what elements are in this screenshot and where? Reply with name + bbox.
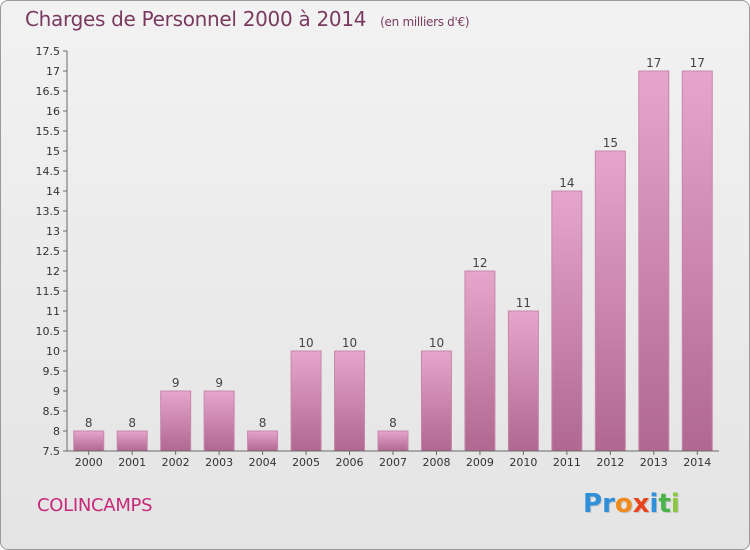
y-axis: 7.5 8 8.5 9 9.5 10 10.5 11 11.5 12 12.5 13 13.5 14 14.… [36,45,68,458]
chart-subtitle: (en milliers d'€) [380,15,470,29]
data-label: 10 [342,336,357,350]
y-tick-label: 7.5 [43,445,61,458]
x-tick-label: 2009 [466,456,494,469]
bar [551,190,583,452]
data-label: 8 [389,416,397,430]
bar [290,350,322,452]
data-label: 10 [298,336,313,350]
bars: 8 8 9 9 8 10 10 8 10 12 11 14 15 17 17 [73,56,713,452]
logo-letter: P [583,489,603,519]
data-label: 8 [85,416,93,430]
y-tick-label: 9.5 [43,365,61,378]
bar [594,150,626,452]
x-tick-label: 2008 [422,456,450,469]
x-tick-label: 2014 [683,456,711,469]
chart-title-text: Charges de Personnel 2000 à 2014 [25,7,367,31]
data-label: 11 [516,296,531,310]
y-tick-label: 17.5 [36,45,61,58]
x-tick-label: 2011 [553,456,581,469]
bar [464,270,496,452]
proxiti-logo[interactable]: Proxiti [583,489,680,519]
bar [203,390,235,452]
x-tick-label: 2004 [249,456,277,469]
y-tick-label: 13.5 [36,205,61,218]
y-tick-label: 16 [46,105,60,118]
x-tick-label: 2003 [205,456,233,469]
bar [334,350,366,452]
x-tick-label: 2012 [596,456,624,469]
data-label: 9 [172,376,180,390]
y-tick-label: 13 [46,225,60,238]
bar [681,70,713,452]
x-tick-label: 2000 [75,456,103,469]
y-tick-label: 16.5 [36,85,61,98]
logo-letter: t [658,489,671,519]
data-label: 10 [429,336,444,350]
x-tick-label: 2007 [379,456,407,469]
bar [507,310,539,452]
x-tick-label: 2006 [336,456,364,469]
y-tick-label: 11 [46,305,60,318]
y-tick-label: 12 [46,265,60,278]
bar [247,430,279,452]
x-tick-label: 2010 [509,456,537,469]
y-tick-label: 14.5 [36,165,61,178]
bar [377,430,409,452]
town-name: COLINCAMPS [37,495,153,516]
y-tick-label: 15 [46,145,60,158]
data-label: 8 [259,416,267,430]
x-tick-label: 2013 [640,456,668,469]
bar [73,430,105,452]
logo-letter: x [632,489,650,519]
logo-letter: r [602,489,615,519]
y-tick-label: 8 [53,425,60,438]
logo-letter: i [670,489,680,519]
logo-letter: i [649,489,659,519]
data-label: 14 [559,176,574,190]
data-label: 17 [690,56,705,70]
x-axis: 2000 2001 2002 2003 2004 2005 2006 2007 2008 2009… [67,450,719,469]
data-label: 12 [472,256,487,270]
y-tick-label: 8.5 [43,405,61,418]
data-label: 8 [128,416,136,430]
data-label: 15 [603,136,618,150]
bar [420,350,452,452]
bar [160,390,192,452]
y-tick-label: 11.5 [36,285,61,298]
y-tick-label: 10 [46,345,60,358]
bar [116,430,148,452]
y-tick-label: 15.5 [36,125,61,138]
x-tick-label: 2001 [118,456,146,469]
y-tick-label: 9 [53,385,60,398]
y-tick-label: 14 [46,185,60,198]
x-tick-label: 2002 [162,456,190,469]
y-tick-label: 10.5 [36,325,61,338]
chart-title: Charges de Personnel 2000 à 2014 (en mill… [25,7,470,31]
y-tick-label: 12.5 [36,245,61,258]
bar [638,70,670,452]
data-label: 17 [646,56,661,70]
y-tick-label: 17 [46,65,60,78]
logo-letter: o [614,489,633,519]
data-label: 9 [215,376,223,390]
x-tick-label: 2005 [292,456,320,469]
